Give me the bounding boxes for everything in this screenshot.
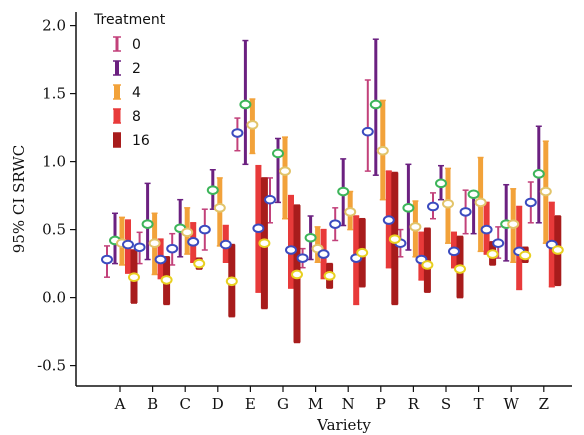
x-tick-label: S: [441, 395, 451, 413]
mean-marker: [454, 264, 466, 274]
mean-marker: [442, 198, 454, 209]
legend-label: 0: [132, 37, 141, 53]
mean-marker: [402, 203, 415, 213]
x-tick-label: T: [474, 395, 484, 413]
error-bars-layer: [104, 38, 562, 344]
y-tick-label: 1.0: [42, 153, 66, 171]
legend-label: 8: [132, 109, 141, 125]
mean-marker: [279, 166, 291, 176]
y-tick-label: 1.5: [42, 85, 66, 103]
mean-marker: [376, 145, 389, 156]
x-tick-label: E: [245, 395, 256, 413]
mean-marker: [296, 253, 309, 263]
legend-label: 2: [132, 61, 141, 77]
mean-marker: [193, 258, 206, 269]
mean-marker: [258, 238, 271, 248]
legend-item: 0: [113, 36, 141, 53]
mean-marker: [486, 249, 499, 259]
mean-marker: [231, 128, 244, 138]
mean-marker: [539, 186, 552, 197]
x-tick-label: G: [277, 395, 289, 413]
mean-marker: [323, 271, 336, 281]
mean-marker: [356, 247, 369, 258]
mean-marker: [435, 178, 447, 189]
tick-labels-layer: -0.5 0.0 0.5 1.0 1.5 2.0 A B C D E G M N P R S T W Z: [37, 17, 549, 413]
mean-marker: [467, 189, 480, 200]
mean-marker: [480, 224, 493, 235]
y-tick-label: 2.0: [42, 17, 66, 35]
legend-item: 2: [113, 60, 141, 77]
mean-marker: [187, 237, 200, 247]
y-tick-label: 0.5: [42, 221, 66, 239]
mean-marker: [532, 169, 545, 179]
mean-marker: [519, 250, 532, 261]
legend-item: 8: [113, 108, 141, 125]
mean-marker: [337, 186, 350, 197]
y-tick-label: 0.0: [42, 289, 66, 307]
x-tick-label: W: [503, 395, 519, 413]
mean-marker: [160, 275, 173, 285]
mean-marker: [507, 219, 520, 229]
x-tick-label: D: [212, 395, 224, 413]
mean-marker: [304, 232, 317, 243]
legend-label: 4: [132, 85, 141, 101]
mean-marker: [225, 276, 238, 287]
x-tick-label: R: [408, 395, 420, 413]
x-axis-title: Variety: [316, 416, 371, 434]
mean-marker: [329, 219, 342, 229]
mean-marker: [317, 249, 330, 259]
mean-marker: [409, 222, 422, 232]
mean-marker: [524, 197, 537, 208]
x-tick-label: C: [179, 395, 190, 413]
mean-marker: [344, 207, 357, 217]
mean-marker: [492, 238, 505, 248]
mean-marker: [122, 239, 134, 250]
legend: Treatment 0 2 4 8 16: [93, 12, 166, 149]
legend-label: 16: [132, 133, 150, 149]
mean-marker: [285, 245, 297, 255]
axis-layer: [75, 12, 572, 387]
mean-marker: [141, 219, 154, 229]
mean-marker: [206, 185, 219, 195]
mean-marker: [264, 194, 276, 205]
y-tick-label: -0.5: [37, 357, 66, 375]
mean-markers-layer: [101, 99, 564, 287]
mean-marker: [474, 197, 487, 208]
mean-marker: [198, 224, 211, 235]
x-tick-label: N: [342, 395, 355, 413]
mean-marker: [128, 272, 140, 283]
mean-marker: [252, 223, 265, 234]
mean-marker: [361, 126, 374, 137]
mean-marker: [459, 207, 472, 217]
mean-marker: [166, 243, 179, 254]
mean-marker: [272, 148, 284, 159]
x-tick-label: A: [114, 395, 126, 413]
mean-marker: [181, 227, 194, 238]
mean-marker: [448, 246, 460, 257]
legend-title: Treatment: [93, 12, 166, 28]
mean-marker: [213, 203, 226, 213]
mean-marker: [382, 215, 395, 225]
x-tick-label: P: [376, 395, 386, 413]
mean-marker: [219, 239, 232, 250]
mean-marker: [388, 234, 401, 244]
mean-marker: [427, 201, 439, 212]
x-tick-label: M: [308, 395, 323, 413]
legend-item: 4: [113, 84, 141, 101]
legend-item: 16: [113, 132, 150, 149]
mean-marker: [133, 242, 146, 253]
y-axis-title: 95% CI SRWC: [10, 145, 28, 253]
mean-marker: [239, 99, 252, 110]
mean-marker: [101, 254, 113, 265]
mean-marker: [291, 269, 303, 280]
mean-marker: [551, 245, 564, 255]
x-tick-label: B: [147, 395, 158, 413]
mean-marker: [148, 238, 161, 248]
mean-marker: [154, 254, 167, 265]
mean-marker: [421, 260, 434, 270]
mean-marker: [369, 99, 382, 110]
x-tick-label: Z: [539, 395, 549, 413]
mean-marker: [246, 120, 259, 130]
